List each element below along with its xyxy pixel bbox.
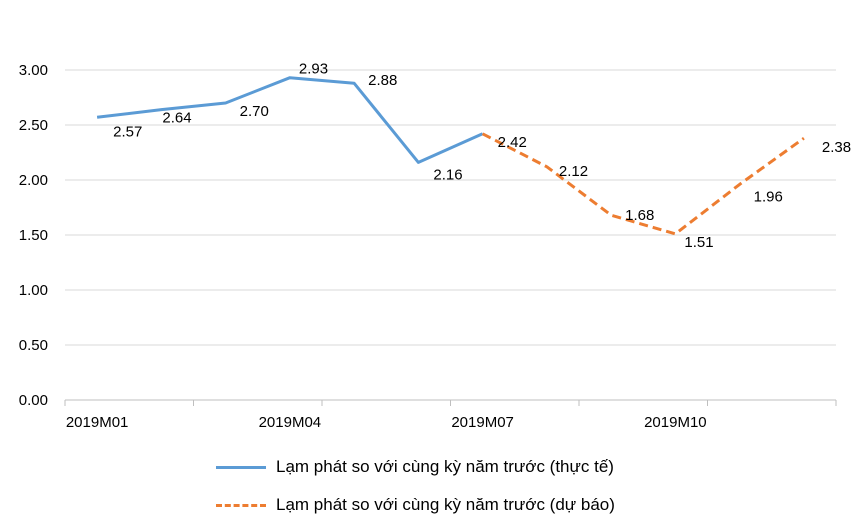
data-label: 2.42 [498,134,527,151]
data-label: 2.64 [162,110,191,127]
x-tick-label: 2019M07 [451,414,514,431]
y-tick-label: 0.00 [19,392,48,409]
legend-label-forecast: Lạm phát so với cùng kỳ năm trước (dự bá… [276,495,615,514]
data-label: 2.70 [240,103,269,120]
x-tick-label: 2019M10 [644,414,707,431]
x-tick-label: 2019M01 [66,414,129,431]
data-label: 1.51 [684,234,713,251]
axes: 0.00 0.50 1.00 1.50 2.00 2.50 3.00 2019M01 2019M… [19,62,837,431]
data-label: 2.88 [368,72,397,89]
y-tick-label: 3.00 [19,62,48,79]
data-label: 1.96 [754,188,783,205]
y-tick-label: 1.00 [19,282,48,299]
legend-label-actual: Lạm phát so với cùng kỳ năm trước (thực … [276,457,614,476]
legend-item-forecast: Lạm phát so với cùng kỳ năm trước (dự bá… [216,486,615,524]
y-tick-label: 2.00 [19,172,48,189]
data-label: 2.93 [299,61,328,78]
data-label: 2.12 [559,163,588,180]
data-label: 2.38 [822,139,851,156]
data-labels: 2.57 2.64 2.70 2.93 2.88 2.16 2.42 2.12 1.68 1.51… [113,61,851,251]
grid-lines [65,69,836,346]
series-line-forecast [481,132,805,236]
legend: Lạm phát so với cùng kỳ năm trước (thực … [216,448,615,524]
y-tick-label: 2.50 [19,117,48,134]
series-line-actual [96,76,484,164]
legend-item-actual: Lạm phát so với cùng kỳ năm trước (thực … [216,448,615,486]
data-label: 1.68 [625,207,654,224]
y-tick-label: 0.50 [19,337,48,354]
legend-swatch-forecast [216,503,266,507]
x-tick-label: 2019M04 [259,414,322,431]
data-label: 2.57 [113,123,142,140]
series-lines [96,76,805,236]
data-label: 2.16 [433,166,462,183]
y-tick-label: 1.50 [19,227,48,244]
legend-swatch-actual [216,465,266,469]
